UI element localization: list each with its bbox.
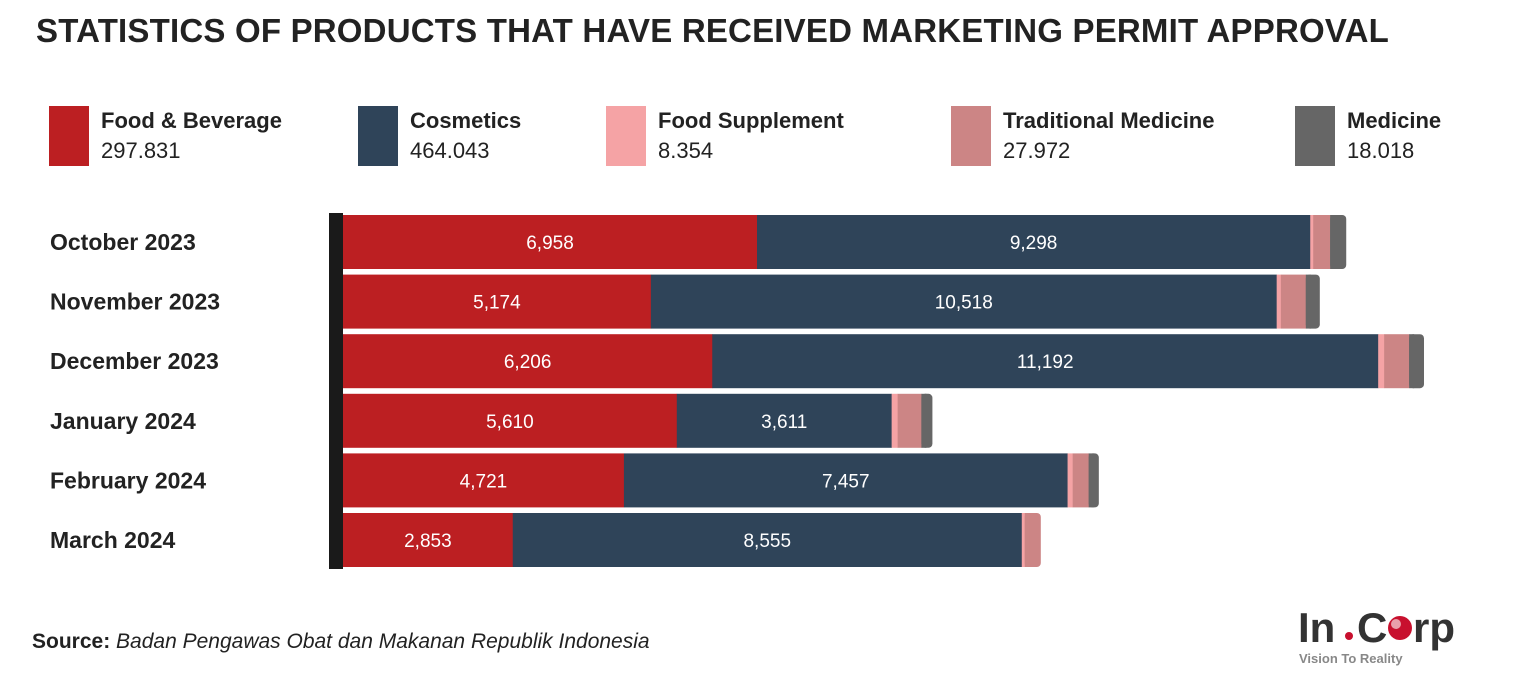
bar-segment [676, 393, 892, 448]
category-label: February 2024 [50, 467, 206, 493]
bar-segment [897, 393, 922, 448]
bar-segment [1310, 215, 1314, 269]
legend-name: Traditional Medicine [1003, 108, 1215, 133]
legend-name: Medicine [1347, 108, 1442, 133]
category-label: March 2024 [50, 527, 176, 553]
bar-segment [1384, 334, 1410, 389]
bar-segment-edge [1330, 215, 1336, 269]
legend-total: 8.354 [658, 138, 714, 163]
bar-segment-edge [1409, 334, 1415, 389]
legend-name: Food Supplement [658, 108, 844, 133]
legend-swatch [1295, 106, 1335, 166]
bar-segment [343, 334, 713, 389]
bar-segment [1313, 215, 1331, 269]
chart-title: STATISTICS OF PRODUCTS THAT HAVE RECEIVE… [36, 12, 1389, 49]
bar-segment [1067, 453, 1073, 508]
bar-segment [1072, 453, 1090, 508]
bar-segment [512, 513, 1023, 567]
bar-segment [623, 453, 1068, 508]
data-label: 9,298 [1010, 233, 1058, 254]
data-label: 7,457 [822, 471, 870, 492]
bar-segment-edge [1088, 453, 1094, 508]
bar-segment-edge [921, 393, 927, 448]
data-label: 6,206 [504, 352, 552, 373]
category-label: October 2023 [50, 229, 196, 255]
bar-segment-edge [1024, 513, 1030, 567]
data-label: 10,518 [935, 293, 993, 314]
bar-segment [650, 274, 1277, 329]
bar-segment [343, 393, 678, 448]
legend-name: Food & Beverage [101, 108, 282, 133]
legend-swatch [49, 106, 89, 166]
bar-segment [343, 215, 758, 269]
data-label: 11,192 [1017, 352, 1074, 373]
bar-segment [891, 393, 898, 448]
bar-segment [1378, 334, 1385, 389]
legend-total: 18.018 [1347, 138, 1415, 163]
data-label: 5,610 [486, 412, 534, 433]
svg-text:Vision To Reality: Vision To Reality [1299, 651, 1403, 666]
source-label: Source: [32, 630, 111, 653]
incorp-logo: In C rp Vision To Reality [1298, 604, 1455, 666]
category-label: December 2023 [50, 348, 219, 374]
bar-segment [343, 513, 514, 567]
legend-swatch [358, 106, 398, 166]
source-text: Badan Pengawas Obat dan Makanan Republik… [116, 630, 650, 653]
svg-text:C: C [1357, 604, 1387, 651]
data-label: 5,174 [473, 293, 521, 314]
legend-swatch [606, 106, 646, 166]
svg-text:In: In [1298, 604, 1335, 651]
stacked-bar-chart: October 2023 6,958 9,298 November 2023 5,174… [50, 213, 1424, 569]
legend-total: 27.972 [1003, 138, 1071, 163]
source-note: Source: Badan Pengawas Obat dan Makanan … [32, 630, 650, 654]
legend-name: Cosmetics [410, 108, 522, 133]
svg-text:rp: rp [1413, 604, 1455, 651]
data-label: 3,611 [761, 412, 807, 433]
legend-total: 297.831 [101, 138, 181, 163]
legend-total: 464.043 [410, 138, 490, 163]
y-axis-bar [329, 213, 343, 569]
bar-segment [1021, 513, 1026, 567]
legend-swatch [951, 106, 991, 166]
bar-segment [712, 334, 1379, 389]
bar-segment [343, 453, 625, 508]
data-label: 2,853 [404, 531, 452, 552]
data-label: 6,958 [526, 233, 574, 254]
bar-segment-edge [1305, 274, 1311, 329]
bar-segment [343, 274, 652, 329]
data-label: 8,555 [743, 531, 791, 552]
bar-segment [1276, 274, 1282, 329]
category-label: January 2024 [50, 408, 196, 434]
category-label: November 2023 [50, 289, 220, 315]
bar-segment [757, 215, 1311, 269]
data-label: 4,721 [460, 471, 508, 492]
bar-segment [1280, 274, 1307, 329]
